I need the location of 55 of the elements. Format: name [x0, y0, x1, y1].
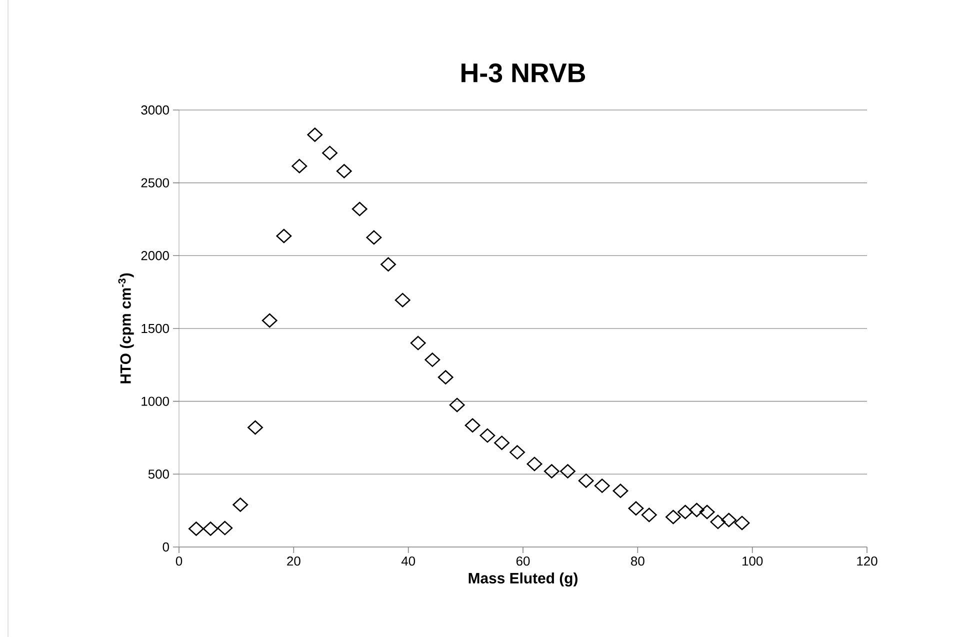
- x-tick-label: 120: [857, 556, 878, 566]
- x-axis-title: Mass Eluted (g): [468, 572, 578, 587]
- point: [480, 428, 496, 443]
- y-tick-label: 1500: [142, 324, 169, 334]
- point: [394, 292, 410, 308]
- point: [689, 502, 704, 518]
- point: [666, 510, 681, 524]
- point: [494, 436, 510, 450]
- point: [276, 228, 292, 244]
- point: [410, 336, 426, 350]
- point: [352, 202, 368, 216]
- x-tick-label: 0: [176, 556, 182, 566]
- point: [578, 474, 594, 488]
- point: [248, 420, 263, 435]
- point: [678, 504, 693, 520]
- chart-title: H-3 NRVB: [462, 63, 586, 82]
- point: [262, 313, 278, 328]
- point: [628, 501, 644, 516]
- point: [526, 456, 542, 472]
- point: [641, 508, 657, 522]
- y-tick-label: 0: [162, 542, 169, 552]
- point: [734, 516, 750, 530]
- point: [366, 230, 382, 245]
- point: [307, 128, 323, 142]
- x-tick-label: 80: [631, 556, 644, 566]
- y-tick-label: 1000: [142, 396, 169, 406]
- x-tick-label: 60: [516, 556, 530, 566]
- x-tick-label: 100: [742, 556, 763, 566]
- y-tick-label: 3000: [141, 105, 169, 115]
- point: [438, 370, 454, 384]
- point: [202, 522, 218, 536]
- point: [464, 418, 480, 432]
- point: [710, 514, 726, 530]
- point: [188, 522, 204, 536]
- point: [322, 146, 338, 160]
- point: [612, 484, 628, 498]
- point: [721, 512, 737, 528]
- point: [232, 498, 248, 512]
- x-tick-label: 20: [287, 556, 300, 566]
- point: [292, 158, 308, 174]
- point: [699, 504, 715, 520]
- y-axis-title: HTO (cpm cm$^{-3}$): [118, 273, 134, 384]
- point: [594, 478, 610, 493]
- point: [560, 464, 576, 478]
- point: [336, 164, 352, 178]
- y-tick-label: 2500: [141, 178, 169, 188]
- point: [424, 352, 440, 367]
- point: [449, 398, 465, 412]
- y-tick-label: 500: [148, 470, 169, 479]
- point: [510, 445, 525, 460]
- point: [544, 464, 560, 478]
- x-tick-label: 40: [401, 556, 416, 566]
- point: [217, 520, 233, 536]
- point: [380, 257, 396, 272]
- y-tick-label: 2000: [141, 251, 169, 260]
